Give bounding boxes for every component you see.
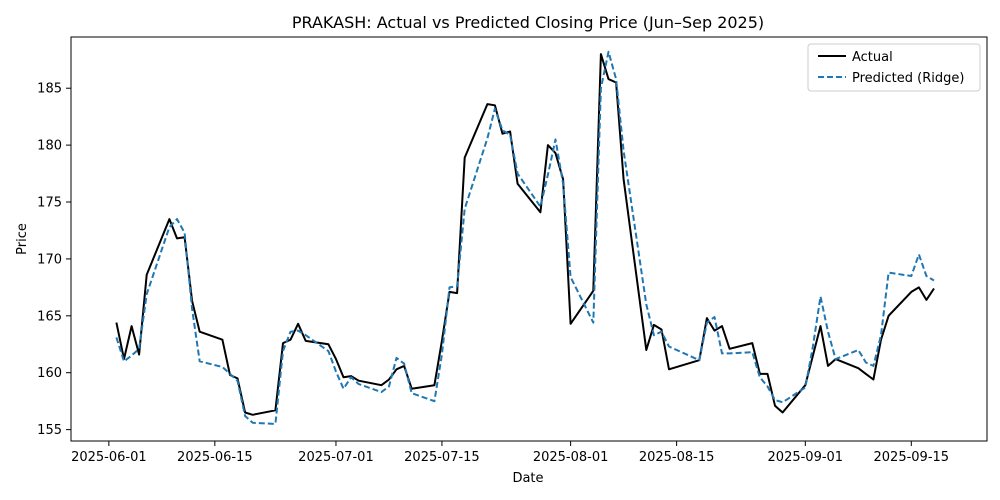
legend-label-actual: Actual [852,50,893,65]
legend: Actual Predicted (Ridge) [807,43,981,92]
plot-area-frame [70,36,988,442]
x-tick-label: 2025-09-15 [874,450,950,465]
series-layer [115,50,935,425]
x-tick-label: 2025-09-01 [768,450,844,465]
series-line-actual [115,53,935,416]
x-tick-label: 2025-08-15 [639,450,715,465]
y-tick-label: 165 [37,309,62,324]
chart-title: PRAKASH: Actual vs Predicted Closing Pri… [292,13,764,32]
x-tick-label: 2025-08-01 [533,450,609,465]
legend-box [807,43,981,92]
legend-label-predicted: Predicted (Ridge) [852,71,964,86]
y-tick-label: 170 [37,252,62,267]
y-axis: 155 160 165 170 175 180 185 [37,82,71,438]
x-tick-label: 2025-07-01 [298,450,374,465]
x-tick-label: 2025-06-15 [177,450,253,465]
y-tick-label: 180 [37,139,62,154]
x-axis-label: Date [512,471,543,486]
y-axis-label: Price [15,223,30,255]
y-tick-label: 155 [37,423,62,438]
series-line-predicted [115,50,935,425]
x-axis: 2025-06-01 2025-06-15 2025-07-01 2025-07-15… [71,441,949,465]
y-tick-label: 175 [37,196,62,211]
x-tick-label: 2025-07-15 [404,450,480,465]
y-tick-label: 160 [37,366,62,381]
y-tick-label: 185 [37,82,62,97]
x-tick-label: 2025-06-01 [71,450,147,465]
